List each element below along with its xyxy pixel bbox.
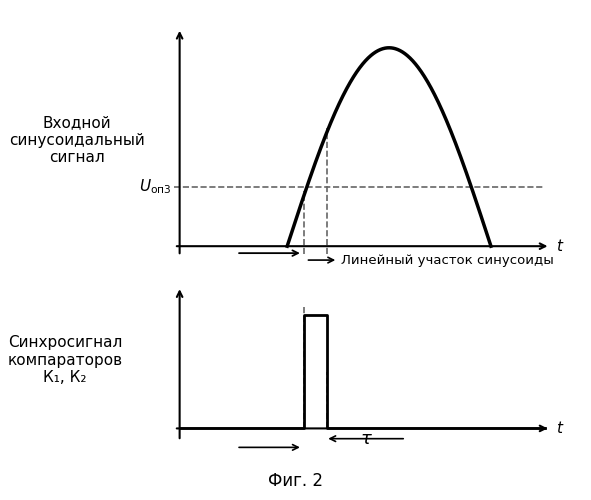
Text: Фиг. 2: Фиг. 2 [268,472,323,490]
Text: Линейный участок синусоиды: Линейный участок синусоиды [341,254,554,266]
Text: Синхросигнал
компараторов
К₁, К₂: Синхросигнал компараторов К₁, К₂ [8,335,122,385]
Text: τ: τ [361,430,372,448]
Text: $t$: $t$ [556,420,564,436]
Text: $t$: $t$ [556,238,564,254]
Text: Входной
синусоидальный
сигнал: Входной синусоидальный сигнал [9,115,145,165]
Text: $U_{\mathrm{оп3}}$: $U_{\mathrm{оп3}}$ [139,178,171,196]
